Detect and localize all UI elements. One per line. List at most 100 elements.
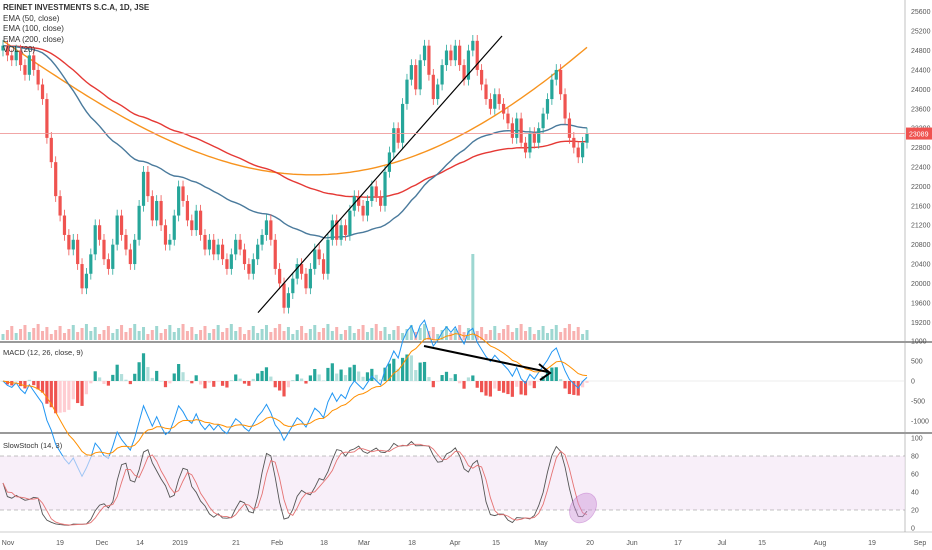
macd-histogram-bar — [54, 381, 58, 414]
candle-body — [36, 69, 40, 85]
volume-bar — [150, 330, 154, 340]
volume-bar — [142, 327, 146, 340]
volume-bar — [36, 324, 40, 340]
volume-bar — [27, 332, 31, 340]
volume-bar — [45, 327, 49, 340]
macd-histogram-bar — [71, 381, 75, 400]
volume-bar — [313, 325, 317, 340]
volume-bar — [286, 327, 290, 340]
volume-bar — [291, 334, 295, 340]
candle-body — [111, 244, 115, 269]
macd-histogram-bar — [559, 379, 563, 381]
macd-histogram-bar — [352, 364, 356, 381]
candle-body — [67, 234, 71, 250]
candle-body — [572, 137, 576, 148]
macd-histogram-bar — [528, 381, 532, 386]
candle-body — [106, 259, 110, 269]
macd-histogram-bar — [383, 367, 387, 381]
candle-body — [308, 268, 312, 289]
time-tick-label: Feb — [271, 540, 283, 547]
macd-histogram-bar — [348, 367, 352, 381]
divergence-arrow-line — [423, 345, 549, 373]
candle-body — [563, 94, 567, 119]
time-tick-label: 14 — [136, 540, 144, 547]
macd-histogram-bar — [295, 374, 299, 381]
volume-bar — [106, 326, 110, 340]
legend-ema200: EMA (200, close) — [3, 34, 64, 44]
volume-bar — [225, 328, 229, 340]
macd-histogram-bar — [93, 371, 97, 381]
candle-body — [163, 225, 168, 245]
volume-bar — [572, 331, 576, 340]
time-tick-label: Dec — [96, 540, 109, 547]
candle-body — [234, 239, 238, 255]
candle-body — [462, 65, 466, 80]
volume-bar — [216, 325, 220, 340]
volume-bar — [330, 331, 334, 340]
price-tick-label: 20800 — [911, 242, 931, 249]
trendline — [257, 35, 503, 313]
time-tick-label: 19 — [56, 540, 64, 547]
macd-histogram-bar — [260, 370, 264, 381]
volume-bar — [185, 331, 189, 340]
volume-bar — [317, 332, 321, 340]
candle-body — [475, 40, 479, 70]
macd-histogram-bar — [466, 377, 471, 381]
volume-bar — [76, 332, 80, 340]
candle-body — [453, 45, 457, 61]
macd-histogram-bar — [484, 381, 488, 396]
candle-body — [299, 264, 304, 274]
price-tick-label: 21200 — [911, 223, 931, 230]
macd-histogram-bar — [581, 381, 585, 388]
candle-body — [260, 234, 264, 245]
candle-body — [317, 249, 321, 260]
macd-histogram-bar — [58, 381, 62, 413]
volume-bar — [247, 330, 251, 340]
candle-body — [313, 249, 317, 269]
volume-bar — [502, 329, 506, 340]
volume-bar — [559, 332, 563, 340]
volume-bar — [510, 332, 514, 340]
macd-histogram-bar — [493, 381, 497, 389]
time-tick-label: Aug — [814, 540, 827, 547]
candle-body — [194, 210, 198, 231]
macd-histogram-bar — [453, 374, 457, 381]
volume-bar — [506, 325, 510, 340]
volume-bar — [431, 327, 435, 340]
macd-histogram-bar — [545, 372, 550, 381]
volume-bar — [32, 328, 36, 340]
volume-bar — [444, 326, 448, 340]
candle-body — [361, 205, 365, 216]
volume-bar — [453, 329, 457, 340]
macd-histogram-bar — [462, 381, 466, 389]
candle-body — [480, 69, 484, 85]
volume-bar — [300, 326, 304, 340]
macd-histogram-bar — [84, 381, 89, 395]
volume-bar — [304, 333, 308, 340]
volume-bar — [23, 325, 27, 340]
candle-body — [449, 50, 453, 61]
stoch-tick-label: 100 — [911, 436, 923, 443]
volume-bar — [480, 327, 484, 340]
candle-body — [1, 45, 5, 51]
main-legend: REINET INVESTMENTS S.C.A, 1D, JSE EMA (5… — [3, 3, 149, 56]
price-tick-label: 22800 — [911, 145, 931, 152]
volume-bar — [585, 330, 589, 340]
ema200-line — [2, 40, 588, 176]
volume-bar — [405, 329, 409, 340]
macd-histogram-bar — [45, 381, 49, 404]
volume-bar — [488, 330, 492, 340]
candle-body — [128, 249, 132, 265]
macd-histogram-bar — [18, 381, 23, 387]
volume-bar — [102, 330, 106, 340]
macd-histogram-bar — [111, 374, 115, 381]
volume-bar — [545, 333, 549, 340]
macd-tick-label: 0 — [911, 379, 915, 386]
volume-bar — [146, 334, 150, 340]
volume-bar — [335, 327, 339, 340]
price-tick-label: 22000 — [911, 184, 931, 191]
candle-body — [225, 259, 229, 269]
macd-histogram-bar — [554, 367, 558, 381]
macd-histogram-bar — [501, 381, 506, 393]
